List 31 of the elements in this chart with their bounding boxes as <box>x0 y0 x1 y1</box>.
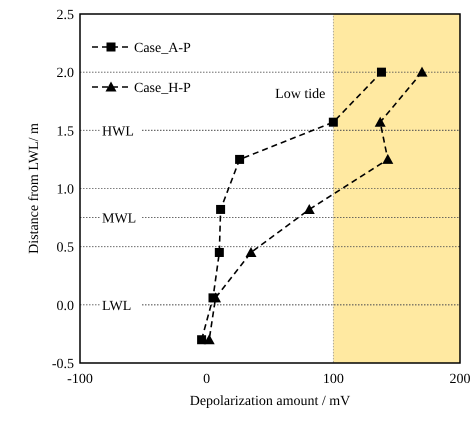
y-tick-label: 2.5 <box>56 8 74 23</box>
y-tick-label: 0.0 <box>56 298 74 314</box>
point <box>216 204 226 214</box>
y-tick-label: 1.5 <box>56 124 74 140</box>
y-tick-label: -0.5 <box>52 357 74 372</box>
y-tick-label: 1.0 <box>56 182 74 198</box>
point <box>235 154 244 164</box>
ref-line-label: LWL <box>102 298 132 314</box>
point <box>382 154 394 164</box>
point <box>214 248 224 257</box>
x-axis-title: Depolarization amount / mV <box>190 394 350 409</box>
x-tick-label: 100 <box>322 372 344 387</box>
ref-line-label: MWL <box>102 212 136 227</box>
point <box>208 293 218 302</box>
point <box>197 335 206 344</box>
x-tick-label: 0 <box>203 372 210 387</box>
band-label: Low tide <box>275 86 326 102</box>
point <box>416 66 428 77</box>
point <box>246 246 256 257</box>
point <box>376 68 386 77</box>
legend-label: Case_H-P <box>134 81 191 96</box>
ref-line-label: HWL <box>102 124 134 140</box>
y-axis-title: Distance from LWL/ m <box>27 123 42 254</box>
x-tick-label: 200 <box>450 372 470 387</box>
y-tick-label: 0.5 <box>56 240 74 256</box>
y-tick-label: 2.0 <box>56 66 74 82</box>
point <box>374 116 386 127</box>
legend-label: Case_A-P <box>134 41 191 56</box>
x-tick-label: -100 <box>67 372 93 387</box>
point <box>304 204 315 214</box>
point <box>328 118 338 127</box>
